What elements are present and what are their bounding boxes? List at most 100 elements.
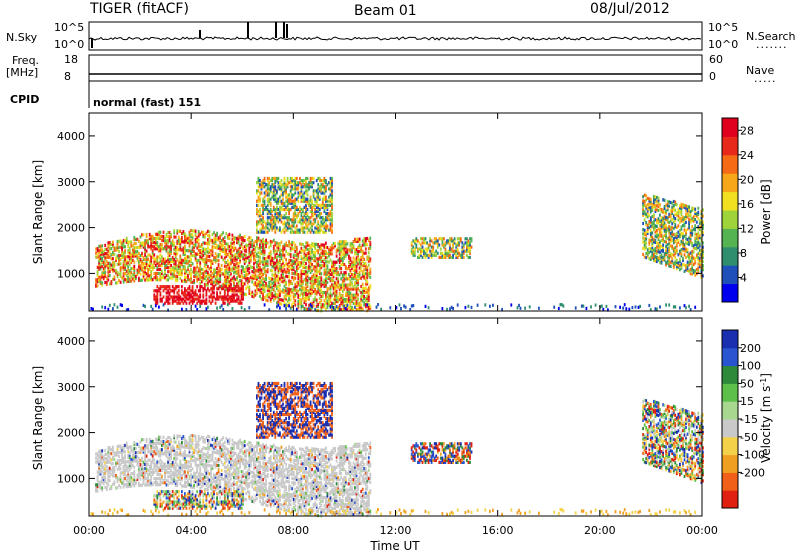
- power-cell: [312, 289, 315, 294]
- power-cell: [318, 197, 321, 201]
- velocity-cell: [96, 454, 99, 458]
- power-cell: [210, 263, 212, 267]
- power-cell: [213, 270, 215, 274]
- power-cell: [219, 305, 222, 309]
- power-cell: [170, 245, 172, 249]
- power-cell: [580, 304, 583, 308]
- power-cell: [697, 235, 700, 239]
- power-cell: [277, 281, 280, 285]
- power-cell: [306, 230, 309, 234]
- power-cell: [340, 254, 343, 258]
- power-cell: [649, 257, 652, 261]
- power-cell: [263, 289, 266, 294]
- power-cell: [177, 297, 180, 301]
- power-cell: [153, 289, 156, 293]
- power-cell: [332, 291, 335, 295]
- power-cell: [317, 290, 320, 294]
- power-cell: [138, 278, 140, 282]
- power-cell: [305, 191, 307, 195]
- power-cell: [297, 266, 300, 270]
- power-cell: [268, 187, 271, 191]
- power-cell: [341, 297, 344, 302]
- power-cell: [297, 256, 300, 260]
- power-cell: [181, 262, 183, 267]
- power-cell: [217, 259, 220, 263]
- power-cell: [260, 241, 263, 245]
- power-cell: [262, 179, 264, 183]
- power-cell: [459, 237, 462, 241]
- power-cell: [147, 268, 149, 272]
- power-cell: [688, 242, 690, 246]
- power-cell: [329, 203, 332, 207]
- power-cell: [691, 225, 694, 229]
- power-cell: [156, 245, 159, 249]
- power-cell: [222, 284, 225, 289]
- power-cell: [237, 249, 240, 253]
- power-cell: [200, 230, 203, 234]
- power-cell: [257, 176, 260, 181]
- power-cell: [702, 266, 704, 270]
- power-cell: [329, 187, 332, 191]
- power-cell: [697, 217, 700, 221]
- power-cell: [277, 299, 280, 303]
- power-cell: [352, 275, 355, 279]
- power-cell: [266, 220, 269, 224]
- power-cell: [325, 284, 327, 289]
- power-cell: [259, 270, 261, 274]
- power-cell: [653, 258, 655, 262]
- power-cell: [257, 284, 260, 288]
- power-cell: [351, 260, 353, 264]
- power-cell: [101, 273, 104, 277]
- power-cell: [148, 265, 151, 270]
- power-cell: [292, 278, 295, 282]
- power-cell: [177, 264, 180, 268]
- power-cell: [225, 269, 228, 273]
- power-cell: [309, 226, 312, 230]
- power-cell: [302, 185, 304, 189]
- power-cell: [271, 296, 274, 300]
- power-cell: [237, 297, 240, 301]
- power-cell: [311, 262, 313, 267]
- power-cell: [99, 279, 102, 283]
- power-cell: [127, 271, 130, 275]
- power-cell: [695, 235, 698, 239]
- power-cell: [694, 261, 697, 265]
- power-cell: [251, 294, 254, 298]
- power-cell: [246, 285, 249, 289]
- power-cell: [119, 262, 122, 266]
- power-cell: [223, 246, 226, 250]
- power-cell: [325, 197, 327, 201]
- power-cell: [113, 246, 116, 250]
- power-cell: [666, 247, 669, 251]
- power-cell: [240, 252, 243, 256]
- power-cell: [358, 307, 361, 311]
- power-cell: [98, 263, 100, 267]
- power-cell: [276, 295, 278, 299]
- power-cell: [348, 306, 350, 310]
- power-cell: [668, 231, 671, 235]
- power-cell: [358, 239, 361, 243]
- power-cell: [355, 260, 358, 264]
- power-cell: [417, 255, 419, 259]
- power-cell: [216, 273, 218, 277]
- power-cell: [323, 251, 326, 255]
- power-cell: [266, 284, 269, 288]
- power-cell: [643, 239, 646, 243]
- power-cell: [435, 241, 438, 245]
- power-cell: [191, 285, 194, 289]
- power-cell: [256, 191, 258, 195]
- power-cell: [191, 262, 194, 266]
- power-cell: [649, 235, 652, 239]
- power-cell: [291, 179, 294, 183]
- power-cell: [669, 252, 672, 256]
- power-cell: [231, 233, 234, 237]
- power-cell: [343, 287, 346, 291]
- power-cell: [236, 293, 238, 297]
- power-cell: [177, 239, 180, 244]
- power-cell: [331, 293, 333, 297]
- power-cell: [254, 277, 257, 281]
- power-cell: [256, 254, 258, 258]
- power-cell: [292, 247, 295, 251]
- power-cell: [144, 247, 146, 251]
- power-cell: [259, 191, 261, 195]
